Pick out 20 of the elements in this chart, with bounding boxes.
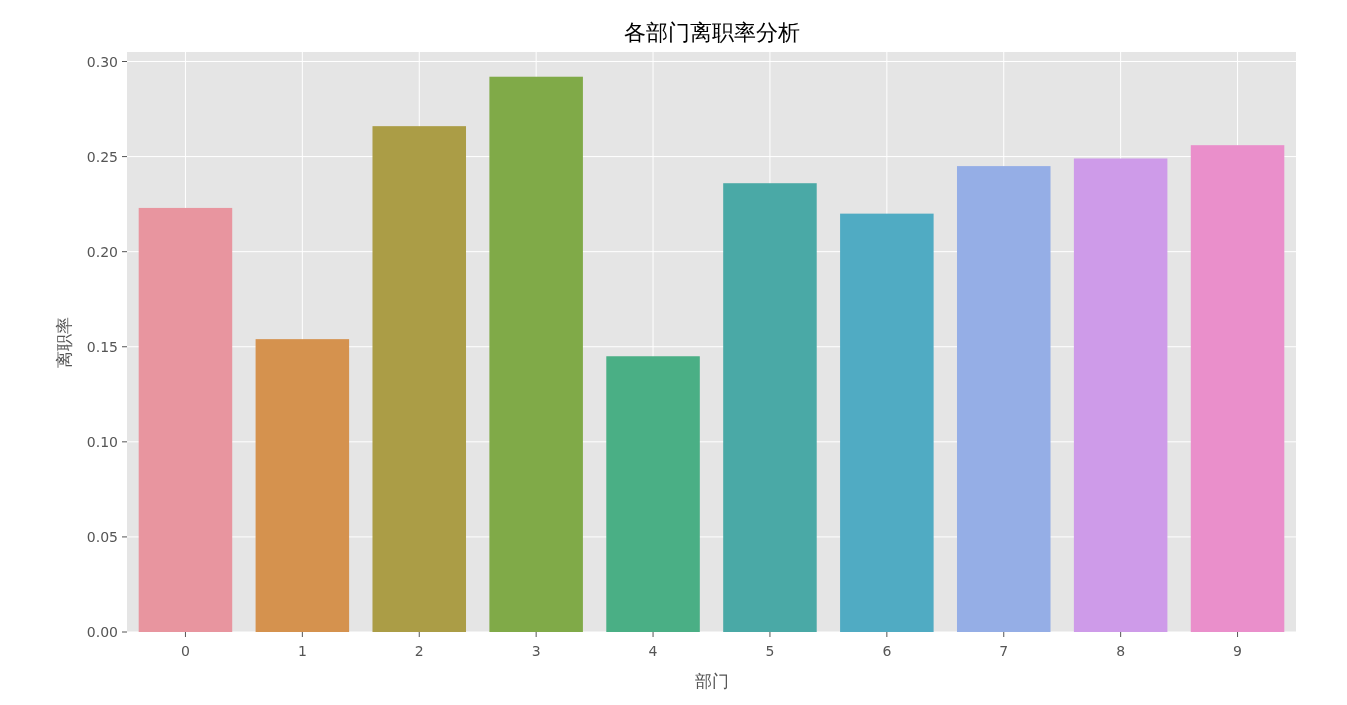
y-tick-label: 0.00 — [86, 624, 118, 640]
x-tick-label: 1 — [297, 643, 307, 659]
x-tick-label: 4 — [648, 643, 658, 659]
y-axis-title: 离职率 — [54, 316, 74, 368]
x-tick-label: 7 — [999, 643, 1009, 659]
x-tick-label: 6 — [882, 643, 892, 659]
y-tick-label: 0.10 — [86, 433, 118, 450]
x-tick-label: 5 — [765, 643, 775, 659]
x-tick-label: 8 — [1116, 643, 1126, 659]
y-tick-label: 0.20 — [86, 243, 118, 260]
x-tick-label: 2 — [414, 643, 424, 659]
y-tick-label: 0.15 — [86, 338, 118, 355]
y-tick-label: 0.05 — [86, 528, 118, 545]
x-tick-label: 9 — [1233, 643, 1243, 659]
x-tick-label: 0 — [180, 643, 190, 659]
x-tick-label: 3 — [531, 643, 541, 659]
y-tick-label: 0.30 — [86, 53, 118, 70]
chart-title: 各部门离职率分析 — [623, 20, 800, 45]
y-tick-label: 0.25 — [86, 148, 118, 165]
x-axis-title: 部门 — [694, 671, 729, 691]
